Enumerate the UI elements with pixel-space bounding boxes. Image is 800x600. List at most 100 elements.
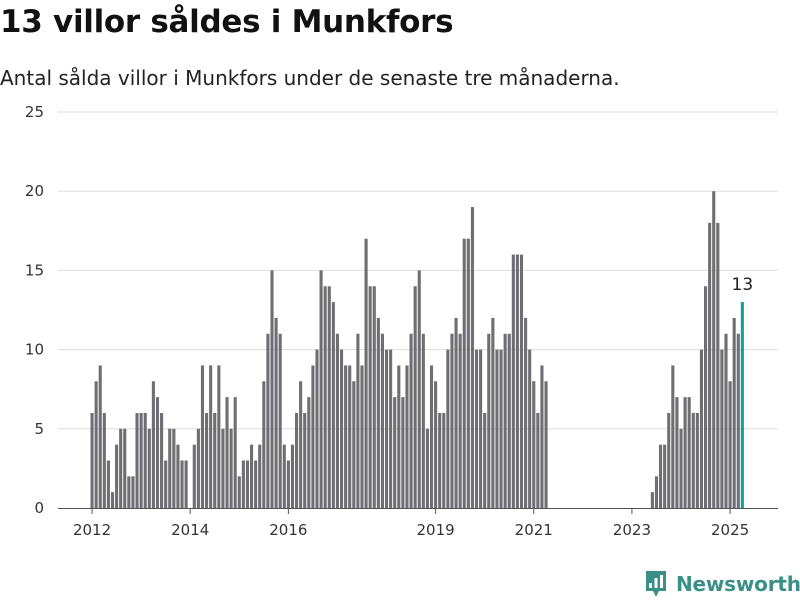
- bar: [123, 428, 127, 508]
- bar: [274, 317, 278, 508]
- bar: [221, 428, 225, 508]
- bar: [200, 365, 205, 508]
- bar: [160, 412, 164, 508]
- bar: [503, 333, 507, 508]
- bar: [495, 349, 499, 508]
- bar: [327, 286, 331, 508]
- bar: [155, 397, 160, 508]
- newsworthy-logo-icon: [646, 571, 666, 597]
- bar: [233, 397, 237, 508]
- bar: [462, 238, 466, 508]
- bar: [323, 286, 327, 508]
- bar: [307, 397, 311, 508]
- bar: [147, 428, 151, 508]
- bar: [728, 381, 732, 508]
- bar: [254, 460, 258, 508]
- x-tick-label: 2012: [73, 521, 111, 539]
- bar: [724, 333, 728, 508]
- bar: [507, 333, 511, 508]
- bar: [237, 476, 241, 508]
- y-tick-label: 15: [25, 261, 44, 279]
- x-tick-label: 2019: [417, 521, 455, 539]
- bar: [360, 365, 364, 508]
- x-tick-label: 2025: [711, 521, 749, 539]
- bar: [303, 412, 307, 508]
- data-label: 13: [732, 275, 754, 295]
- bar: [348, 365, 352, 508]
- bar: [389, 349, 393, 508]
- bar: [532, 381, 536, 508]
- bar: [466, 238, 470, 508]
- bar: [413, 286, 417, 508]
- y-tick-label: 5: [34, 420, 44, 438]
- bar: [499, 349, 503, 508]
- bar: [691, 412, 695, 508]
- y-tick-label: 20: [25, 182, 44, 200]
- bar: [139, 412, 143, 508]
- bar: [699, 349, 704, 508]
- bar: [127, 476, 131, 508]
- bar: [258, 444, 262, 508]
- bar: [290, 444, 295, 508]
- bar: [384, 349, 389, 508]
- bar: [229, 428, 233, 508]
- y-tick-label: 10: [25, 341, 44, 359]
- bar: [483, 412, 487, 508]
- bar: [299, 381, 303, 508]
- bar: [143, 412, 147, 508]
- bar: [544, 381, 548, 508]
- bar: [168, 428, 172, 508]
- bar: [209, 365, 213, 508]
- bar: [683, 397, 687, 508]
- bar: [286, 460, 290, 508]
- bar: [282, 444, 286, 508]
- bar: [278, 333, 282, 508]
- bar: [511, 254, 515, 508]
- bar: [364, 238, 368, 508]
- x-tick-labels: 2012 2014 2016 2019 2021 2023 2025: [73, 508, 749, 539]
- bar: [454, 317, 458, 508]
- bar: [708, 222, 712, 508]
- bar: [695, 412, 699, 508]
- bar: [524, 317, 528, 508]
- bar: [172, 428, 176, 508]
- bar: [339, 349, 344, 508]
- y-tick-label: 25: [25, 103, 44, 121]
- bar: [225, 397, 229, 508]
- brand-name: Newsworthy: [676, 572, 800, 596]
- bar: [720, 349, 724, 508]
- bar: [331, 302, 335, 508]
- bar: [528, 349, 532, 508]
- bar: [434, 381, 438, 508]
- bar: [184, 460, 188, 508]
- bar: [397, 365, 401, 508]
- bar: [712, 191, 716, 508]
- bar: [213, 412, 217, 508]
- bar: [266, 333, 270, 508]
- bar: [250, 444, 254, 508]
- bar: [372, 286, 376, 508]
- bar: [429, 365, 434, 508]
- bar: [241, 460, 245, 508]
- bar: [356, 333, 360, 508]
- bar: [90, 412, 94, 508]
- bar: [176, 444, 180, 508]
- x-tick-label: 2021: [515, 521, 553, 539]
- bar: [217, 365, 221, 508]
- bar: [470, 207, 474, 509]
- x-tick-label: 2014: [171, 521, 209, 539]
- x-tick-label: 2023: [613, 521, 651, 539]
- bar: [442, 412, 446, 508]
- bar: [401, 397, 405, 508]
- bar: [671, 365, 675, 508]
- bar: [180, 460, 184, 508]
- bar: [110, 492, 115, 508]
- bar: [491, 317, 495, 508]
- bar: [335, 333, 339, 508]
- bar: [487, 333, 491, 508]
- bar: [716, 222, 720, 508]
- bar: [446, 349, 450, 508]
- bar: [245, 460, 250, 508]
- bar: [106, 460, 110, 508]
- bar: [319, 270, 323, 508]
